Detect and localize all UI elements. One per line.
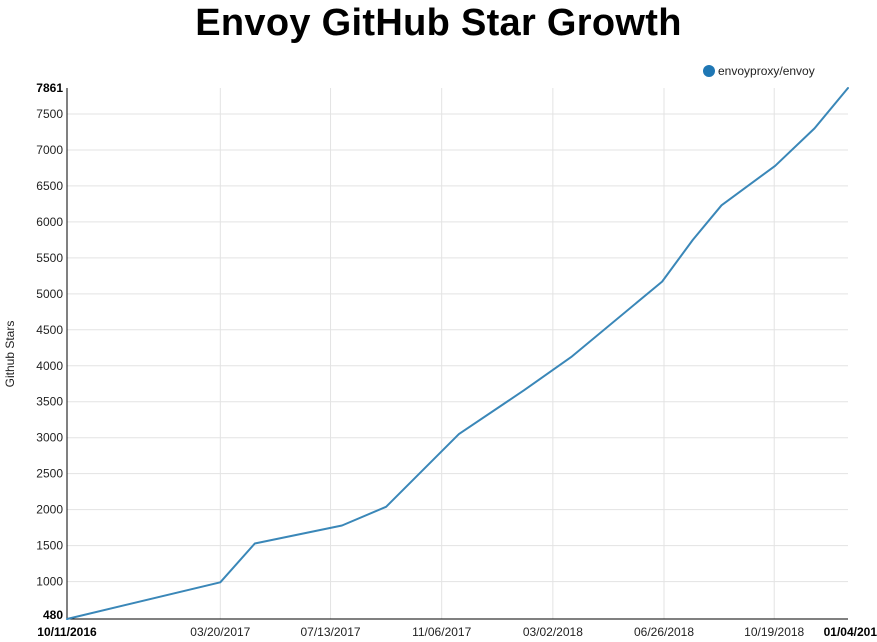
- y-tick-label: 7500: [36, 107, 63, 121]
- y-tick-label: 3500: [36, 395, 63, 409]
- y-axis-label: Github Stars: [3, 321, 17, 388]
- y-tick-label: 5000: [36, 287, 63, 301]
- x-tick-label: 06/26/2018: [634, 625, 694, 639]
- y-tick-label: 5500: [36, 251, 63, 265]
- x-axis-ticks: 03/20/2017 07/13/2017 11/06/2017 03/02/2018…: [37, 625, 877, 639]
- legend-marker: [703, 65, 715, 77]
- legend-label: envoyproxy/envoy: [718, 64, 815, 78]
- y-tick-label: 7000: [36, 143, 63, 157]
- series-layer: [66, 87, 849, 620]
- y-tick-label-extreme: 480: [43, 608, 63, 622]
- y-tick-label: 6500: [36, 179, 63, 193]
- x-tick-label: 11/06/2017: [412, 625, 471, 639]
- x-tick-label: 03/02/2018: [523, 625, 583, 639]
- x-tick-label-extreme: 10/11/2016: [37, 625, 97, 639]
- series-line: [66, 87, 849, 620]
- axes: [66, 88, 848, 620]
- y-tick-label: 4000: [36, 359, 63, 373]
- chart-title: Envoy GitHub Star Growth: [195, 2, 682, 44]
- legend[interactable]: envoyproxy/envoy: [703, 64, 815, 78]
- x-tick-label: 10/19/2018: [744, 625, 804, 639]
- y-tick-label: 1000: [36, 575, 63, 589]
- y-tick-label: 1500: [36, 539, 63, 553]
- y-tick-label: 6000: [36, 215, 63, 229]
- y-tick-label: 2000: [36, 503, 63, 517]
- x-tick-label-extreme: 01/04/201: [824, 625, 877, 639]
- y-tick-label: 3000: [36, 431, 63, 445]
- y-tick-label: 2500: [36, 467, 63, 481]
- y-axis-ticks: 1000 1500 2000 2500 3000 3500 4000 4500 5000 5500…: [36, 81, 63, 622]
- y-tick-label: 4500: [36, 323, 63, 337]
- x-tick-label: 03/20/2017: [190, 625, 250, 639]
- x-tick-label: 07/13/2017: [300, 625, 360, 639]
- grid-lines: [67, 88, 848, 619]
- y-tick-label-extreme: 7861: [36, 81, 63, 95]
